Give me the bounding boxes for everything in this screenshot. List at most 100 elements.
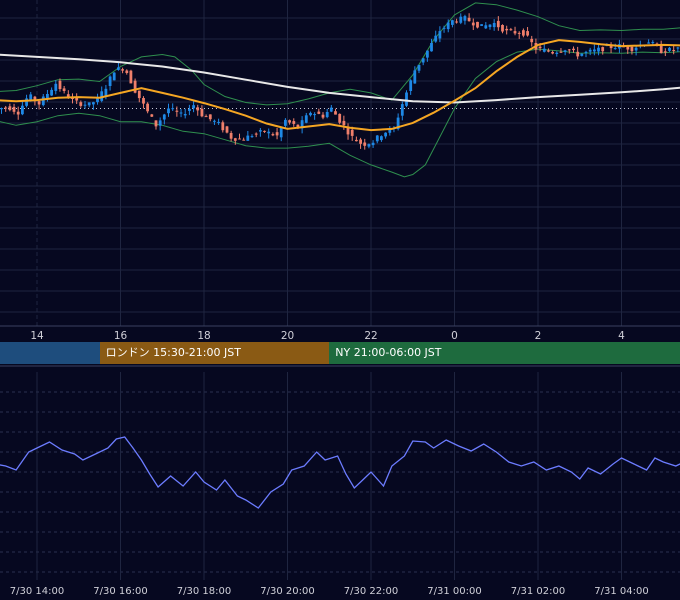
candle-body — [309, 112, 312, 116]
candle-body — [288, 120, 291, 123]
candle-body — [567, 49, 571, 51]
candle-body — [459, 16, 463, 23]
candle-body — [129, 70, 133, 84]
candle-body — [505, 28, 509, 31]
candle-body — [204, 116, 208, 118]
candle-body — [547, 50, 550, 52]
candle-body — [417, 64, 421, 71]
candle-body — [626, 45, 630, 50]
candle-body — [538, 46, 542, 49]
candle-body — [442, 27, 446, 29]
candle-body — [100, 91, 104, 101]
candle-body — [284, 119, 287, 126]
candle-body — [25, 98, 28, 106]
candle-body — [338, 113, 342, 123]
candle-body — [613, 48, 617, 50]
session-bar: ロンドン 15:30-21:00 JST — [99, 342, 330, 364]
candle-body — [300, 120, 304, 129]
candle-body — [183, 114, 187, 116]
candle-body — [37, 101, 41, 105]
candle-body — [593, 49, 596, 52]
candle-body — [29, 94, 33, 101]
candle-body — [292, 121, 296, 124]
candle-body — [434, 35, 438, 42]
candle-body — [50, 89, 53, 96]
candle-body — [380, 136, 383, 141]
candle-body — [355, 139, 358, 142]
candle-body — [463, 16, 467, 21]
candle-body — [455, 21, 458, 23]
x-tick-label-bottom: 7/31 00:00 — [427, 586, 481, 597]
candle-body — [92, 102, 95, 105]
candle-body — [196, 107, 200, 111]
candle-body — [66, 94, 70, 99]
candle-body — [133, 80, 137, 93]
candle-body — [572, 48, 575, 51]
candle-body — [242, 139, 246, 141]
candle-body — [501, 25, 504, 32]
candle-body — [275, 132, 279, 136]
candle-body — [62, 88, 66, 91]
candle-body — [229, 133, 233, 139]
candle-body — [334, 111, 337, 115]
candle-body — [609, 45, 613, 49]
candle-body — [388, 128, 392, 133]
x-tick-label-top: 16 — [114, 330, 128, 342]
candle-body — [104, 88, 108, 96]
candle-body — [350, 129, 354, 136]
candle-body — [259, 130, 262, 132]
candle-body — [304, 115, 308, 123]
x-tick-label-top: 18 — [197, 330, 210, 342]
candle-body — [542, 48, 546, 52]
candle-body — [329, 107, 333, 112]
candle-body — [496, 20, 500, 28]
candle-body — [384, 132, 387, 137]
candle-body — [192, 105, 195, 109]
candle-body — [651, 42, 655, 44]
candle-body — [492, 23, 496, 28]
candle-body — [471, 22, 475, 26]
candle-body — [162, 114, 166, 120]
candle-body — [317, 111, 321, 114]
candle-body — [480, 24, 483, 26]
x-tick-label-top: 22 — [364, 330, 377, 342]
candle-body — [58, 80, 62, 89]
candle-body — [413, 70, 417, 84]
candle-body — [233, 138, 237, 141]
candle-body — [179, 112, 183, 114]
candle-body — [8, 106, 12, 111]
candle-body — [46, 94, 49, 98]
candle-body — [367, 144, 371, 147]
candle-body — [396, 117, 400, 129]
x-tick-label-top: 4 — [618, 330, 625, 342]
candle-body — [363, 142, 367, 146]
x-tick-label-bottom: 7/30 16:00 — [93, 586, 147, 597]
candle-body — [676, 47, 680, 49]
candle-body — [246, 135, 250, 141]
candle-body — [375, 135, 379, 142]
candle-body — [476, 21, 479, 28]
candle-body — [33, 96, 37, 102]
candle-body — [630, 46, 634, 52]
candle-body — [87, 102, 91, 106]
candle-body — [371, 142, 375, 146]
candle-body — [254, 133, 258, 135]
x-tick-label-bottom: 7/31 02:00 — [511, 586, 565, 597]
candle-body — [438, 31, 442, 39]
candle-body — [121, 69, 124, 71]
candle-body — [158, 120, 162, 126]
candle-body — [551, 52, 554, 54]
candle-body — [313, 114, 316, 116]
candle-body — [488, 24, 492, 27]
x-tick-label-bottom: 7/30 18:00 — [177, 586, 231, 597]
x-tick-label-top: 20 — [281, 330, 294, 342]
candle-body — [601, 47, 605, 52]
candle-body — [200, 108, 204, 117]
candle-body — [672, 50, 676, 51]
candle-body — [171, 108, 175, 110]
candle-body — [125, 70, 129, 73]
band-lower-line — [0, 48, 680, 178]
candle-body — [112, 72, 116, 81]
candle-body — [647, 42, 650, 44]
